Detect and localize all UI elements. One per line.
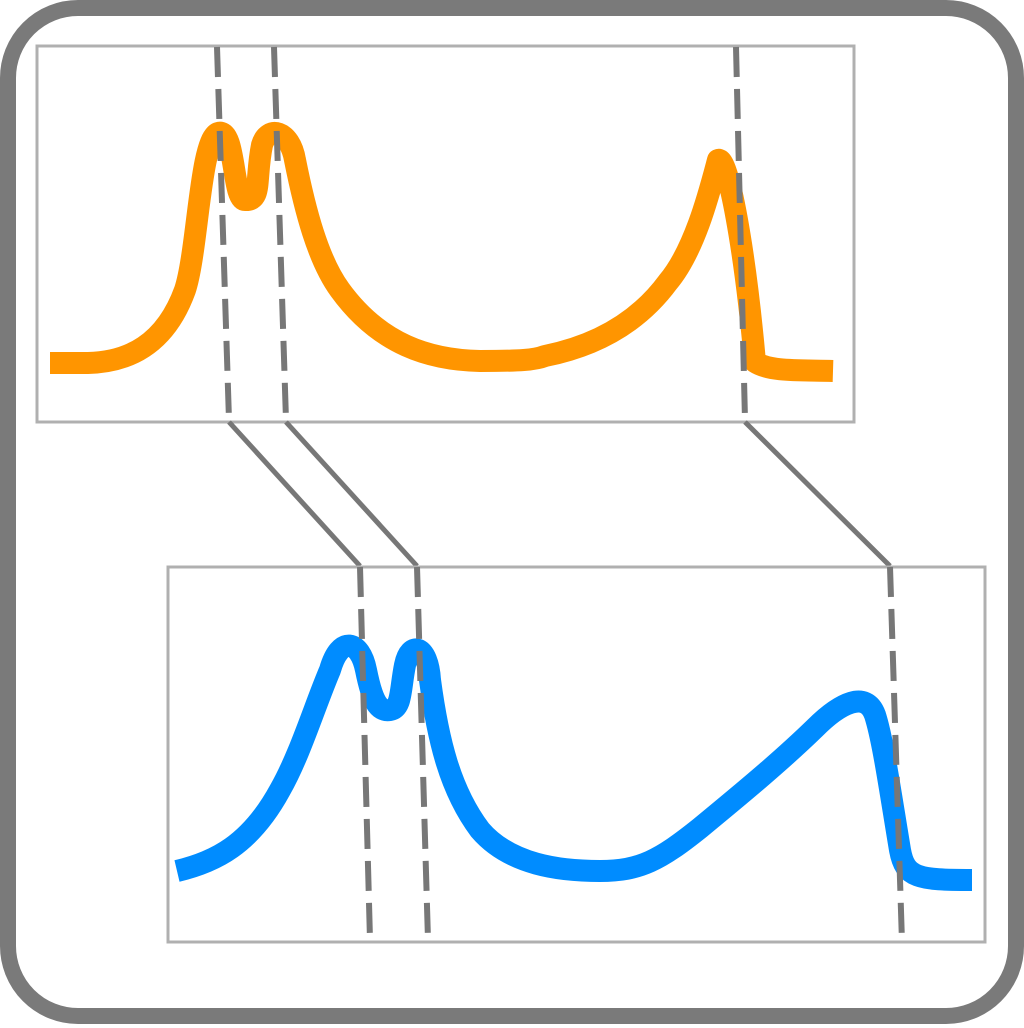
top-panel-box (35, 44, 856, 424)
bottom-guide-left (357, 566, 373, 941)
top-signal-curve (50, 121, 834, 382)
connector-right (743, 420, 892, 568)
top-guide-right (733, 46, 748, 421)
top-guide-middle (271, 46, 289, 421)
alignment-connectors (227, 420, 892, 568)
bottom-panel-box (166, 565, 987, 944)
connector-middle (284, 420, 419, 568)
bottom-signal-curve (174, 634, 973, 891)
bottom-signal-panel (166, 565, 987, 944)
top-guide-left (214, 46, 232, 421)
top-signal-panel (35, 44, 856, 424)
connector-left (227, 420, 362, 568)
bottom-guide-right (887, 566, 905, 943)
bottom-guide-middle (414, 566, 431, 941)
